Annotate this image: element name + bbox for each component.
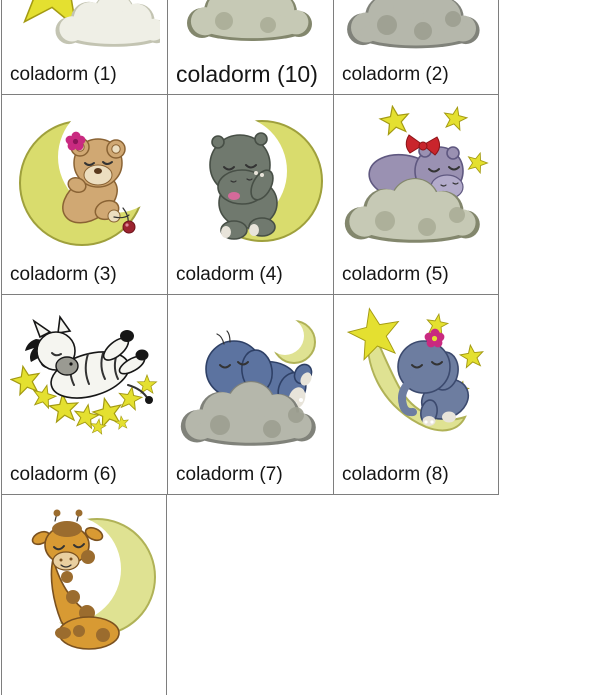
empty-cell <box>333 495 499 695</box>
shooting-star-leaf <box>366 319 467 432</box>
thumbnail-hippo-on-cloud <box>344 105 491 243</box>
thumbnail-zebra-on-stars <box>9 314 157 435</box>
design-cell-coladorm-8[interactable]: coladorm (8) <box>333 295 499 495</box>
thumbnail-teddy-on-sage-cloud <box>186 0 312 41</box>
flower-icon <box>65 131 85 151</box>
thumbnail-star-and-white-cloud <box>10 0 160 47</box>
design-filename: coladorm (4) <box>176 265 283 286</box>
design-cell-coladorm-3[interactable]: coladorm (3) <box>1 95 167 295</box>
design-filename: coladorm (8) <box>342 465 449 486</box>
crescent-moon-icon <box>271 320 316 364</box>
sage-cloud <box>186 0 312 41</box>
design-cell-coladorm-4[interactable]: coladorm (4) <box>167 95 333 295</box>
gray-cloud <box>347 0 480 49</box>
design-filename: coladorm (10) <box>176 61 318 87</box>
design-filename: coladorm (3) <box>10 265 117 286</box>
design-cell-coladorm-6[interactable]: coladorm (6) <box>1 295 167 495</box>
flower-icon <box>424 328 445 348</box>
design-cell-coladorm-1[interactable]: coladorm (1) <box>1 0 167 95</box>
sage-cloud <box>344 177 480 243</box>
design-cell-coladorm-5[interactable]: coladorm (5) <box>333 95 499 295</box>
design-filename: coladorm (1) <box>10 65 117 86</box>
design-cell-coladorm-7[interactable]: coladorm (7) <box>167 295 333 495</box>
sleeping-zebra <box>24 314 153 404</box>
empty-cell <box>167 495 333 695</box>
bow-icon <box>405 134 441 156</box>
thumbnail-gray-cloud <box>347 0 480 49</box>
design-filename: coladorm (2) <box>342 65 449 86</box>
thumbnail-bear-cub-on-moon <box>18 120 145 246</box>
thumbnail-hippo-on-moon <box>200 120 323 242</box>
thumbnail-elephant-on-cloud <box>180 320 316 446</box>
gray-cloud <box>180 380 316 446</box>
thumbnail-grid: coladorm (1) coladorm (10) <box>1 0 499 695</box>
design-filename: coladorm (5) <box>342 265 449 286</box>
thumbnail-giraffe-on-moon <box>31 509 156 650</box>
thumbnail-elephant-on-shooting-star <box>342 305 486 432</box>
sleeping-elephant <box>397 340 470 426</box>
cherry-icon <box>121 207 135 234</box>
design-filename: coladorm (6) <box>10 465 117 486</box>
design-cell-coladorm-9[interactable] <box>1 495 167 695</box>
design-cell-coladorm-10[interactable]: coladorm (10) <box>167 0 333 95</box>
design-filename: coladorm (7) <box>176 465 283 486</box>
sleeping-hippo <box>208 132 278 240</box>
design-cell-coladorm-2[interactable]: coladorm (2) <box>333 0 499 95</box>
